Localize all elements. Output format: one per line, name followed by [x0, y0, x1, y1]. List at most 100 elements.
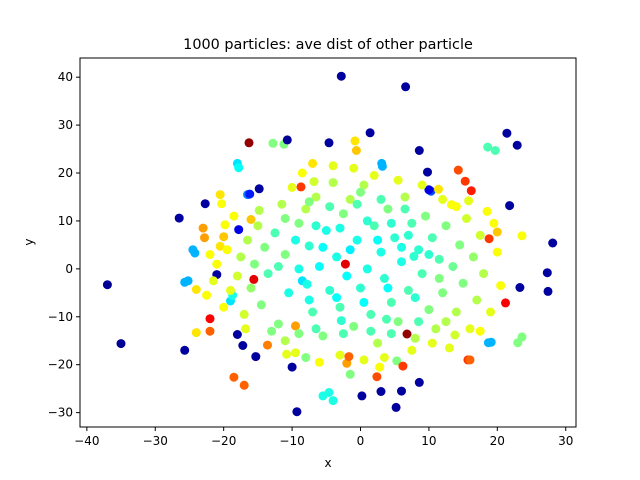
data-point [277, 199, 287, 209]
data-point [349, 321, 359, 331]
data-point [338, 329, 348, 339]
data-point [359, 180, 369, 190]
data-point [345, 369, 355, 379]
data-point [379, 353, 389, 362]
data-point [392, 356, 402, 366]
data-point [297, 168, 307, 178]
data-point [282, 135, 292, 145]
data-point [386, 218, 396, 228]
data-point [292, 407, 302, 417]
data-point [424, 185, 434, 195]
data-point [260, 242, 270, 252]
data-point [246, 215, 256, 224]
data-point [357, 391, 367, 401]
data-point [464, 196, 474, 206]
data-point [398, 361, 408, 371]
data-point [239, 380, 249, 390]
data-point [318, 331, 328, 341]
data-point [270, 228, 280, 238]
data-point [350, 136, 360, 146]
data-point [483, 142, 493, 152]
data-point [345, 194, 355, 204]
data-point [434, 184, 443, 194]
data-point [356, 283, 365, 293]
data-point [414, 146, 424, 155]
data-point [376, 387, 386, 396]
data-point [280, 214, 290, 223]
data-point [386, 297, 396, 307]
data-point [501, 298, 510, 308]
axes-frame [79, 57, 577, 428]
data-point [308, 307, 318, 317]
data-point [200, 233, 209, 243]
data-point [291, 348, 300, 358]
data-point [424, 305, 434, 315]
data-point [205, 314, 215, 324]
data-point [226, 285, 235, 295]
data-point [301, 204, 311, 214]
data-point [403, 285, 413, 295]
data-point [390, 233, 400, 243]
data-point [417, 269, 427, 279]
data-point [273, 319, 283, 329]
data-point [450, 330, 460, 340]
x-tick-label: −30 [143, 434, 168, 448]
data-point [287, 362, 297, 372]
data-point [294, 329, 304, 339]
data-point [232, 271, 242, 281]
data-point [215, 241, 225, 251]
data-point [294, 264, 304, 274]
data-point [423, 167, 432, 177]
data-point [475, 230, 485, 240]
data-point [362, 216, 372, 226]
data-point [344, 352, 354, 362]
data-point [379, 273, 389, 283]
data-point [304, 295, 314, 305]
data-point [191, 328, 201, 338]
data-point [397, 242, 406, 252]
data-point [410, 333, 420, 343]
data-point [455, 240, 465, 250]
data-point [332, 293, 342, 303]
y-axis-label: y [22, 238, 36, 245]
data-point [217, 199, 227, 209]
data-point [375, 362, 385, 372]
data-point [250, 259, 259, 269]
data-point [308, 158, 318, 168]
data-point [222, 245, 232, 255]
data-point [466, 186, 476, 196]
y-tick-label: −20 [48, 358, 73, 372]
data-point [116, 339, 126, 349]
data-point [465, 355, 475, 365]
x-tick-label: 30 [558, 434, 573, 448]
data-point [453, 165, 463, 175]
data-point [444, 343, 454, 353]
data-point [342, 271, 352, 281]
data-point [376, 247, 386, 257]
chart-title: 1000 particles: ave dist of other partic… [183, 37, 473, 53]
data-point [301, 353, 311, 362]
data-point [324, 138, 334, 148]
data-point [205, 326, 215, 336]
data-point [311, 221, 321, 231]
data-point [434, 254, 444, 264]
data-point [243, 235, 253, 245]
x-tick-label: 10 [421, 434, 436, 448]
data-point [328, 161, 338, 171]
data-point [543, 286, 553, 296]
data-point [409, 251, 419, 261]
data-point [219, 232, 229, 242]
data-point [401, 82, 411, 92]
data-point [489, 218, 499, 228]
data-point [325, 202, 335, 212]
data-point [352, 235, 362, 245]
data-point [492, 227, 502, 237]
data-point [356, 187, 365, 197]
data-point [427, 233, 437, 243]
data-point [302, 279, 312, 289]
data-point [407, 345, 417, 355]
data-point [383, 204, 393, 214]
y-tick-label: 10 [58, 214, 73, 228]
data-point [366, 326, 376, 336]
y-tick-label: 0 [65, 262, 73, 276]
